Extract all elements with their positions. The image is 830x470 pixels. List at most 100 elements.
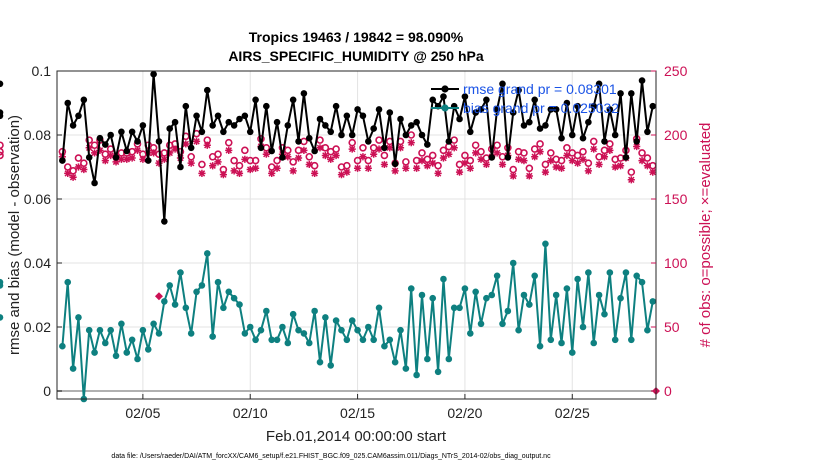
obs-evaluated-point (649, 168, 657, 176)
obs-possible-point (541, 160, 550, 169)
obs-evaluated-point (117, 155, 126, 163)
bias-point (246, 323, 254, 331)
bias-point (536, 342, 544, 350)
bias-point (466, 330, 474, 337)
chart-title: Tropics 19463 / 19842 = 98.090% (249, 29, 464, 45)
obs-evaluated-point (595, 160, 603, 169)
obs-evaluated-point (166, 149, 174, 157)
obs-evaluated-point (262, 150, 270, 158)
bias-point (429, 294, 437, 302)
bias-point (375, 304, 383, 312)
x-ticks: 02/05 02/10 02/15 02/20 02/25 (125, 394, 590, 421)
obs-evaluated-point (348, 145, 356, 153)
bias-point (123, 349, 131, 356)
obs-evaluated-point (246, 165, 254, 174)
obs-evaluated-point (584, 167, 592, 175)
obs-possible-point (241, 146, 249, 155)
bias-point (85, 326, 93, 334)
obs-possible-point (627, 168, 636, 176)
bias-point (295, 326, 302, 334)
obs-possible-point (310, 161, 319, 170)
rmse-point (257, 144, 265, 152)
obs-evaluated-point (407, 139, 415, 147)
obs-possible-point (557, 156, 566, 165)
legend-rmse-label: rmse grand pr = 0.08301 (463, 81, 617, 97)
obs-evaluated-point (472, 149, 480, 157)
rmse-point (64, 99, 72, 107)
bias-point (381, 342, 388, 350)
obs-possible-point (353, 156, 362, 165)
y-right-tick-label: 200 (664, 127, 688, 143)
bias-point (590, 339, 598, 347)
rmse-point (413, 118, 420, 126)
y-right-ticks: 0 50 100 150 200 250 (651, 63, 688, 399)
obs-possible-point (525, 164, 534, 173)
obs-evaluated-point (643, 162, 652, 170)
y-tick-label: 0.04 (24, 255, 51, 271)
rmse-point (96, 134, 104, 142)
obs-evaluated-point (439, 154, 448, 162)
bias-point (263, 307, 270, 315)
obs-evaluated-point (90, 149, 99, 157)
rmse-point (638, 77, 646, 84)
bias-point (102, 339, 109, 347)
rmse-point (85, 154, 93, 161)
rmse-point (128, 128, 136, 136)
obs-evaluated-point (101, 157, 109, 165)
bias-point (161, 298, 168, 305)
obs-evaluated-point (219, 171, 227, 179)
rmse-point (483, 96, 490, 104)
bias-point (526, 301, 533, 308)
obs-evaluated-point (150, 149, 158, 157)
rmse-point (182, 102, 190, 110)
obs-evaluated-point (466, 164, 474, 172)
obs-evaluated-point (370, 150, 378, 158)
bias-point (552, 291, 560, 299)
obs-evaluated-point (133, 146, 142, 154)
bias-point (91, 349, 98, 356)
obs-evaluated-point (493, 149, 501, 157)
bias-point (155, 330, 163, 337)
bias-point (284, 339, 292, 347)
obs-evaluated-point (327, 155, 335, 163)
obs-evaluated-point (343, 168, 351, 176)
bias-point (633, 272, 640, 280)
y-tick-label: 0.1 (32, 63, 52, 79)
obs-evaluated-point (273, 164, 281, 172)
rmse-point (402, 131, 410, 139)
obs-evaluated-point (434, 169, 442, 177)
obs-evaluated-point (198, 169, 206, 177)
obs-evaluated-point (300, 146, 308, 154)
obs-possible-point (638, 149, 646, 157)
rmse-point (622, 154, 630, 161)
bias-point (338, 326, 345, 334)
y-right-axis-label: # of obs: o=possible; ×=evaluated (697, 123, 714, 348)
obs-possible-point (289, 158, 297, 166)
obs-evaluated-point (214, 158, 222, 166)
rmse-point (236, 115, 243, 123)
bias-point (134, 355, 141, 363)
obs-evaluated-point (203, 141, 211, 149)
obs-evaluated-point (160, 155, 168, 163)
rmse-point (295, 138, 302, 145)
rmse-point (542, 122, 549, 129)
obs-evaluated-point (391, 167, 399, 175)
rmse-point (633, 138, 640, 145)
y-right-tick-label: 50 (664, 319, 680, 335)
obs-evaluated-point (364, 164, 372, 172)
rmse-point (91, 179, 98, 187)
x-tick-label: 02/20 (447, 405, 482, 421)
bias-point (322, 314, 329, 321)
rmse-point (139, 122, 147, 129)
bias-point (289, 310, 297, 318)
rmse-point (305, 134, 313, 142)
rmse-point (273, 118, 281, 126)
bias-point (69, 365, 77, 372)
obs-evaluated-point (525, 172, 533, 180)
rmse-point (144, 157, 152, 164)
obs-evaluated-point (332, 151, 340, 160)
bias-point (628, 336, 635, 344)
rmse-point (386, 109, 394, 116)
rmse-point (488, 154, 496, 161)
bias-series (0, 240, 657, 403)
